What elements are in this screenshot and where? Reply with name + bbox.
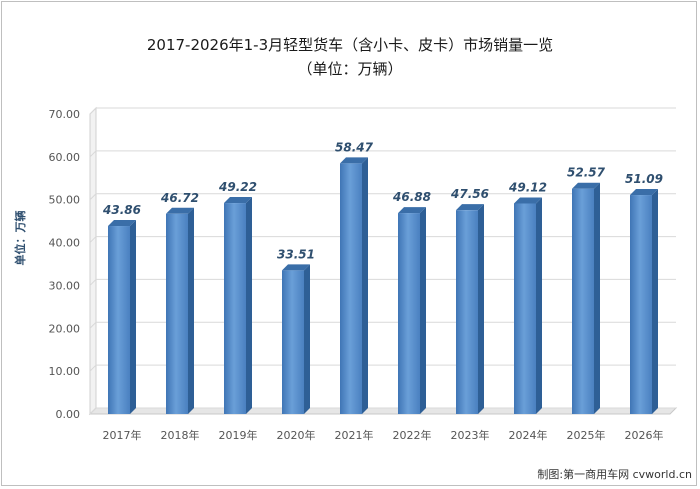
bar-side (536, 197, 542, 414)
bar-side (652, 189, 658, 414)
y-tick-label: 10.00 (49, 365, 81, 378)
bar (630, 195, 652, 414)
y-tick-label: 20.00 (49, 322, 81, 335)
x-tick-label: 2023年 (451, 428, 490, 442)
x-tick-label: 2025年 (567, 428, 606, 442)
x-tick-label: 2017年 (103, 428, 142, 442)
data-label: 58.47 (335, 140, 374, 154)
gridline (89, 150, 676, 158)
chart-subtitle: （单位：万辆） (297, 60, 402, 78)
bar-side (362, 157, 368, 414)
bar (456, 210, 478, 414)
bar (166, 213, 188, 414)
x-tick-label: 2021年 (335, 428, 374, 442)
x-tick-label: 2026年 (625, 428, 664, 442)
y-tick-label: 40.00 (49, 237, 81, 250)
bar-side (130, 220, 136, 414)
data-label: 46.72 (160, 191, 199, 205)
y-tick-label: 50.00 (49, 194, 81, 207)
bar-top (282, 264, 310, 271)
plot-area: 0.00 10.00 20.00 30.00 40.00 50.00 60.00 70.00 4… (49, 106, 678, 442)
bar (398, 213, 420, 414)
x-tick-label: 2024年 (509, 428, 548, 442)
bar-top (224, 197, 252, 204)
y-axis-label: 单位：万辆 (13, 211, 27, 266)
x-tick-label: 2019年 (219, 428, 258, 442)
bar-side (246, 197, 252, 414)
data-label: 52.57 (567, 166, 606, 180)
data-label: 51.09 (625, 172, 663, 186)
x-tick-label: 2020年 (277, 428, 316, 442)
data-label: 43.86 (102, 203, 141, 217)
bar-side (304, 264, 310, 414)
bar (514, 203, 536, 414)
bar-side (188, 207, 194, 414)
data-label: 47.56 (450, 187, 489, 201)
data-label: 46.88 (392, 190, 431, 204)
bar (282, 270, 304, 414)
bar-top (456, 204, 484, 211)
bar-side (420, 207, 426, 414)
data-label: 49.12 (508, 180, 547, 194)
y-tick-label: 0.00 (56, 408, 81, 421)
bar-top (630, 189, 658, 196)
bar-top (514, 197, 542, 204)
gridline (89, 107, 676, 115)
credit-text: 制图:第一商用车网 cvworld.cn (537, 467, 692, 481)
bar (340, 163, 362, 414)
y-tick-label: 70.00 (49, 108, 81, 121)
bar-top (398, 207, 426, 214)
x-tick-label: 2018年 (161, 428, 200, 442)
bar-top (340, 157, 368, 164)
bar (224, 203, 246, 414)
bar-side (594, 182, 600, 414)
bar-top (572, 182, 600, 189)
data-label: 49.22 (218, 180, 257, 194)
data-label: 33.51 (277, 247, 315, 261)
chart-title: 2017-2026年1-3月轻型货车（含小卡、皮卡）市场销量一览 (147, 36, 553, 54)
bar (572, 188, 594, 414)
bar-top (108, 220, 136, 227)
y-tick-label: 60.00 (49, 151, 81, 164)
gridline (89, 193, 676, 201)
bar-top (166, 207, 194, 214)
bar-side (478, 204, 484, 414)
x-tick-label: 2022年 (393, 428, 432, 442)
y-tick-label: 30.00 (49, 279, 81, 292)
bar (108, 226, 130, 414)
